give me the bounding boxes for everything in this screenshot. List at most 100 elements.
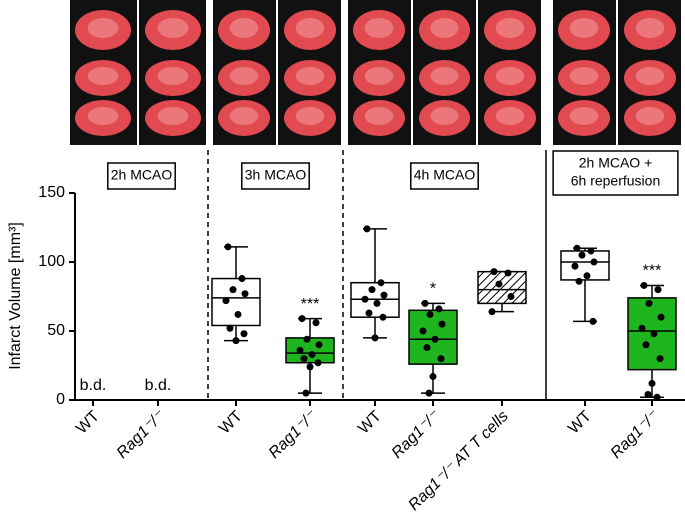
brain-highlight xyxy=(87,107,119,125)
data-point xyxy=(377,279,385,287)
annotation: b.d. xyxy=(80,377,107,394)
data-point xyxy=(312,319,320,327)
data-point xyxy=(650,330,658,338)
panel-title: 3h MCAO xyxy=(245,167,307,183)
brain-highlight xyxy=(87,18,119,38)
annotation: * xyxy=(430,281,436,298)
data-point xyxy=(240,330,248,338)
data-point xyxy=(229,286,237,294)
data-point xyxy=(226,324,234,332)
data-point xyxy=(380,291,388,299)
data-point xyxy=(507,293,515,300)
data-point xyxy=(429,373,437,381)
data-point xyxy=(589,317,597,325)
data-point xyxy=(241,290,249,298)
panel-title-box xyxy=(107,162,176,190)
data-point xyxy=(654,286,662,294)
data-point xyxy=(222,297,230,305)
data-point xyxy=(425,389,433,397)
brain-highlight xyxy=(569,67,599,85)
data-point xyxy=(495,280,503,288)
data-point xyxy=(303,335,311,343)
data-point xyxy=(656,355,664,363)
panel-title: 2h MCAO + xyxy=(579,155,653,171)
data-point xyxy=(306,363,314,371)
brain-highlight xyxy=(364,107,394,125)
brain-highlight xyxy=(229,18,259,38)
data-point xyxy=(488,308,496,316)
data-point xyxy=(575,277,583,285)
brain-highlight xyxy=(430,67,459,85)
data-point xyxy=(296,346,304,354)
brain-highlight xyxy=(295,18,325,38)
data-point xyxy=(431,335,439,343)
brain-highlight xyxy=(295,67,325,85)
y-tick-label: 50 xyxy=(47,322,65,339)
brain-highlight xyxy=(157,67,189,85)
brain-highlight xyxy=(430,18,459,38)
brain-highlight xyxy=(495,107,525,125)
brain-highlight xyxy=(157,18,189,38)
brain-highlight xyxy=(495,67,525,85)
brain-highlight xyxy=(364,67,394,85)
data-point xyxy=(504,269,512,277)
box xyxy=(285,337,335,364)
x-tick-label: WT xyxy=(355,408,385,438)
box xyxy=(477,270,527,305)
data-point xyxy=(578,251,586,259)
data-point xyxy=(363,225,371,233)
panel-title: 6h reperfusion xyxy=(571,173,661,189)
brain-highlight xyxy=(364,18,394,38)
data-point xyxy=(640,281,648,289)
annotation: b.d. xyxy=(145,377,172,394)
annotation: *** xyxy=(301,296,320,313)
data-point xyxy=(308,350,316,358)
panel-title-box xyxy=(241,162,310,190)
brain-highlight xyxy=(87,67,119,85)
panel-title: 4h MCAO xyxy=(414,167,476,183)
data-point xyxy=(379,313,387,321)
x-tick-label: WT xyxy=(73,408,103,438)
annotation: *** xyxy=(643,263,662,280)
brain-photos xyxy=(70,0,684,145)
data-point xyxy=(435,305,443,313)
data-point xyxy=(644,390,652,398)
x-tick-label: Rag1⁻/⁻ xyxy=(266,407,321,462)
brain-highlight xyxy=(635,67,665,85)
data-point xyxy=(361,295,369,303)
panel-title-box xyxy=(552,150,679,196)
y-tick-label: 0 xyxy=(56,391,65,408)
panel-title-box xyxy=(410,162,479,190)
brain-highlight xyxy=(295,107,325,125)
brain-highlight xyxy=(635,107,665,125)
x-tick-label: Rag1⁻/⁻ xyxy=(114,407,169,462)
x-tick-label: WT xyxy=(565,408,595,438)
data-point xyxy=(648,379,656,387)
x-tick-label: WT xyxy=(216,408,246,438)
y-tick-label: 150 xyxy=(38,184,65,201)
brain-highlight xyxy=(569,107,599,125)
data-point xyxy=(365,309,373,317)
y-axis-label: Infarct Volume [mm³] xyxy=(7,222,24,370)
y-tick-label: 100 xyxy=(38,253,65,270)
data-point xyxy=(314,359,322,367)
brain-highlight xyxy=(229,67,259,85)
data-point xyxy=(421,299,429,307)
panel-title: 2h MCAO xyxy=(111,167,173,183)
data-point xyxy=(590,258,598,266)
data-point xyxy=(371,334,379,342)
data-point xyxy=(645,299,653,307)
data-point xyxy=(657,313,665,321)
data-point xyxy=(315,341,323,349)
data-point xyxy=(653,393,661,401)
brain-highlight xyxy=(229,107,259,125)
brain-highlight xyxy=(495,18,525,38)
data-point xyxy=(571,262,579,270)
data-point xyxy=(238,275,246,283)
data-point xyxy=(423,344,431,352)
brain-highlight xyxy=(430,107,459,125)
x-tick-label: Rag1⁻/⁻ xyxy=(389,407,444,462)
box xyxy=(211,277,261,327)
data-point xyxy=(234,310,242,318)
